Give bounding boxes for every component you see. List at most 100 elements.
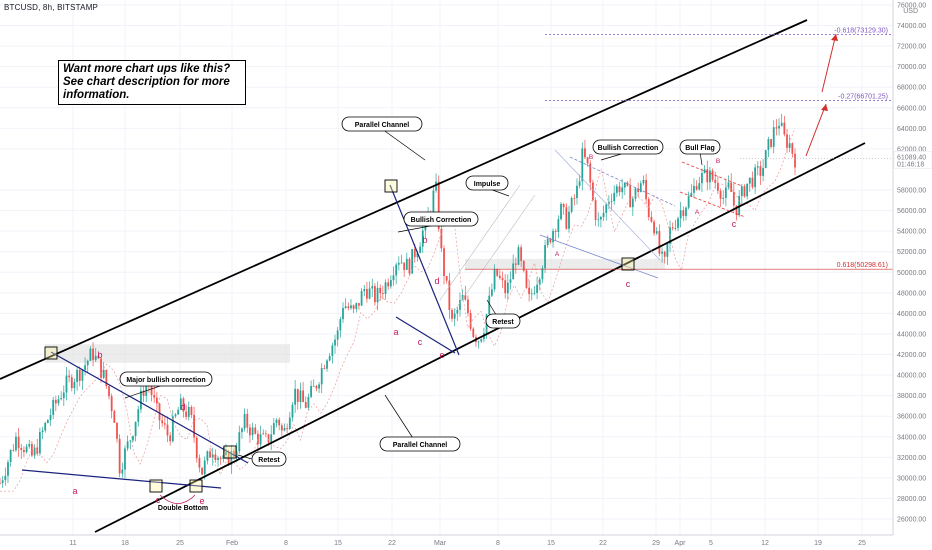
candle-body-30: [78, 369, 81, 381]
candle-body-102: [270, 434, 273, 443]
candle-body-142: [376, 287, 379, 303]
candle-body-219: [581, 148, 584, 182]
candle-body-299: [794, 153, 796, 168]
candle-body-128: [339, 319, 342, 331]
candle-body-153: [405, 258, 408, 270]
candle-body-105: [278, 419, 281, 426]
candle-body-200: [530, 293, 533, 295]
time-tick-5: 15: [334, 540, 342, 547]
candle-body-69: [182, 398, 185, 412]
candle-body-229: [607, 201, 610, 205]
parallel-channel-bottom-text: Parallel Channel: [393, 442, 448, 449]
candle-body-119: [315, 385, 318, 389]
candle-body-212: [562, 203, 565, 208]
candle-body-172: [456, 309, 459, 314]
candle-body-31: [81, 369, 84, 381]
candle-body-115: [304, 402, 307, 408]
candle-body-62: [163, 423, 166, 425]
candle-body-33: [86, 360, 89, 366]
wave-3-A: A: [555, 251, 560, 258]
candle-body-227: [602, 212, 605, 218]
candle-body-117: [310, 385, 312, 397]
bull-flag-bubble: [679, 139, 721, 155]
drawing-tools: 0.618(50298.61) -0.27(66701.25) -0.618(731…: [21, 28, 893, 504]
candle-body-9: [23, 449, 25, 453]
candle-body-77: [203, 460, 206, 475]
parallel-channel-top-bubble: [341, 116, 423, 132]
impulse-guide-2: [454, 194, 536, 311]
candle-body-125: [331, 345, 334, 357]
candle-body-8: [20, 447, 23, 450]
bull-flag-lower-line: [679, 191, 746, 218]
candle-body-286: [759, 166, 762, 176]
candle-body-2: [4, 475, 7, 481]
fib-label-1: -0.27(66701.25): [838, 94, 888, 101]
candle-body-255: [677, 218, 679, 228]
candle-body-75: [198, 458, 201, 468]
candle-body-202: [536, 284, 538, 293]
parallel-channel-top-pointer: [381, 128, 426, 161]
retest-2-bubble: [485, 313, 521, 329]
pivot-marker-2: [384, 179, 398, 193]
candle-body-116: [307, 396, 310, 408]
candle-body-16: [41, 430, 44, 433]
candle-body-81: [214, 454, 217, 461]
retest-2-text: Retest: [492, 319, 514, 326]
wave-2-c: c: [418, 337, 423, 347]
price-tick-0: 76000.00: [897, 3, 926, 10]
price-tick-4: 68000.00: [897, 85, 926, 92]
price-tick-24: 26000.00: [897, 517, 926, 524]
promo-line-3: information.: [63, 89, 130, 101]
candle-body-130: [344, 306, 347, 308]
candle-body-129: [342, 307, 344, 320]
candle-body-266: [706, 169, 709, 183]
candle-body-272: [722, 197, 725, 199]
projection-arrow-2: [821, 33, 837, 93]
bullish-correction-1-text: Bullish Correction: [411, 217, 472, 224]
candle-body-285: [756, 166, 759, 168]
candle-body-41: [108, 386, 110, 397]
candle-body-265: [703, 169, 706, 174]
candle-body-13: [33, 447, 36, 456]
candle-body-169: [448, 280, 451, 310]
candle-body-167: [443, 248, 445, 276]
price-tick-9: 56000.00: [897, 208, 926, 215]
time-tick-15: 19: [814, 540, 822, 547]
candle-body-50: [132, 435, 134, 441]
candle-body-139: [368, 288, 371, 299]
candle-body-243: [645, 179, 648, 200]
price-tick-6: 64000.00: [897, 126, 926, 133]
candle-body-122: [323, 368, 326, 369]
candle-body-4: [9, 449, 12, 463]
candle-body-232: [615, 186, 618, 193]
time-tick-1: 18: [121, 540, 129, 547]
candle-body-181: [480, 339, 483, 342]
candle-body-65: [171, 416, 174, 442]
candle-body-283: [751, 177, 754, 188]
candle-body-95: [251, 427, 254, 436]
candle-body-282: [748, 177, 751, 184]
wave-1-d: d: [180, 402, 185, 412]
candle-body-96: [254, 427, 257, 434]
correction-2-lower-line: [539, 234, 659, 279]
candle-body-280: [743, 186, 746, 197]
candle-body-267: [709, 170, 711, 183]
candle-body-203: [538, 279, 541, 285]
candle-body-15: [38, 432, 41, 454]
candle-body-136: [360, 291, 363, 306]
candle-body-281: [746, 183, 749, 197]
bull-flag-upper-line: [681, 161, 743, 187]
candle-body-54: [142, 390, 145, 396]
candle-body-120: [318, 384, 320, 389]
candle-body-241: [639, 183, 642, 192]
time-axis[interactable]: 11 18 25 Feb 8 15 22 Mar 8 15 22 29 Apr 5 12 19 25: [0, 534, 893, 550]
correction-lower-trendline: [21, 469, 222, 489]
candle-body-151: [400, 262, 403, 264]
price-tick-20: 34000.00: [897, 434, 926, 441]
candle-body-175: [464, 294, 467, 300]
candle-body-159: [421, 230, 424, 247]
candle-body-70: [185, 411, 188, 417]
candle-body-196: [520, 247, 523, 261]
